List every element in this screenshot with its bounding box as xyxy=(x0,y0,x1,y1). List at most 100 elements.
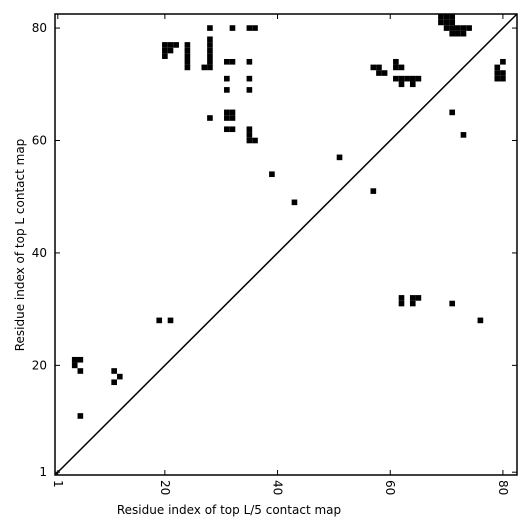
contact-cell xyxy=(449,25,456,31)
contact-cell xyxy=(224,109,230,116)
contact-cell xyxy=(404,75,410,82)
contact-cell xyxy=(207,53,213,59)
y-tick-label: 1 xyxy=(39,465,47,479)
contact-cell xyxy=(173,42,179,48)
contact-cell xyxy=(167,42,174,48)
contact-cell xyxy=(376,64,382,71)
contact-cell xyxy=(207,115,213,121)
contact-cell xyxy=(449,30,456,37)
contact-cell xyxy=(246,58,253,65)
contact-cell xyxy=(477,317,484,324)
y-tick-label: 80 xyxy=(32,21,47,35)
contact-cell xyxy=(162,53,168,59)
diagonal-line xyxy=(54,13,518,476)
contact-cell xyxy=(207,42,213,48)
contact-cell xyxy=(77,368,84,374)
contact-cell xyxy=(291,199,298,206)
contact-cell xyxy=(409,300,416,307)
contact-cell xyxy=(409,81,416,88)
contact-cell xyxy=(111,368,117,374)
contact-cell xyxy=(162,47,168,54)
contact-cell xyxy=(224,75,230,82)
contact-cell xyxy=(71,356,78,363)
contact-cell xyxy=(246,25,253,31)
contact-cell xyxy=(156,317,163,324)
contact-cell xyxy=(409,295,416,301)
contact-cell xyxy=(398,64,405,71)
contact-cell xyxy=(184,64,191,71)
contact-cell xyxy=(229,115,236,121)
contact-cell xyxy=(455,30,461,37)
contact-cell xyxy=(201,64,208,71)
contact-cell xyxy=(224,115,230,121)
y-tick-label: 40 xyxy=(32,246,47,260)
contact-cell xyxy=(207,36,213,43)
contact-cell xyxy=(184,42,191,48)
contact-cell xyxy=(500,58,506,65)
x-tick-label: 60 xyxy=(383,480,397,495)
contact-cell xyxy=(246,132,253,138)
contact-cell xyxy=(184,47,191,54)
y-axis-label: Residue index of top L contact map xyxy=(13,139,27,352)
contact-cell xyxy=(116,373,123,380)
x-tick-label: 40 xyxy=(271,480,285,495)
contact-cell xyxy=(246,126,253,133)
contact-cell xyxy=(460,30,467,37)
contact-cell xyxy=(494,64,501,71)
contact-cell xyxy=(409,75,416,82)
contact-cell xyxy=(393,58,399,65)
contact-cell xyxy=(224,87,230,93)
contact-cell xyxy=(393,64,399,71)
contact-cell xyxy=(494,70,501,76)
contact-cell xyxy=(494,75,501,82)
contact-cell xyxy=(466,25,472,31)
contact-cell xyxy=(370,64,377,71)
contact-cell xyxy=(229,25,236,31)
contact-cell xyxy=(207,47,213,54)
contact-cell xyxy=(167,317,174,324)
contact-cell xyxy=(376,70,382,76)
contact-cell xyxy=(207,58,213,65)
contact-cell xyxy=(500,70,506,76)
contact-cell xyxy=(415,295,422,301)
contact-cell xyxy=(370,188,377,194)
contact-cell xyxy=(500,75,506,82)
contact-cell xyxy=(398,75,405,82)
contact-cell xyxy=(449,14,456,20)
contact-cell xyxy=(246,87,253,93)
contact-cell xyxy=(229,109,236,116)
contact-cell xyxy=(207,64,213,71)
contact-cell xyxy=(162,42,168,48)
contact-cell xyxy=(455,25,461,31)
contact-cell xyxy=(460,132,467,138)
contact-cell xyxy=(393,75,399,82)
contact-cell xyxy=(77,413,84,419)
x-tick-label: 80 xyxy=(496,480,510,495)
contact-cell xyxy=(449,19,456,26)
x-tick-label: 1 xyxy=(51,480,65,488)
contact-cell xyxy=(336,154,343,161)
contact-cell xyxy=(246,75,253,82)
contact-cell xyxy=(443,14,450,20)
y-tick-label: 20 xyxy=(32,358,47,372)
contact-cell xyxy=(252,25,258,31)
contact-cell xyxy=(438,14,444,20)
plot-frame xyxy=(54,13,518,476)
contact-cell xyxy=(77,356,84,363)
contact-cell xyxy=(229,126,236,133)
contact-cell xyxy=(460,25,467,31)
contact-cell xyxy=(415,75,422,82)
contact-cell xyxy=(252,137,258,144)
x-tick-label: 20 xyxy=(158,480,172,495)
contact-cell xyxy=(398,81,405,88)
contact-cell xyxy=(438,19,444,26)
contact-cell xyxy=(269,171,275,178)
contact-cell xyxy=(224,58,230,65)
contact-cell xyxy=(381,70,388,76)
contact-cell xyxy=(224,126,230,133)
contact-cell xyxy=(184,58,191,65)
contact-cell xyxy=(443,19,450,26)
contact-cell xyxy=(111,379,117,386)
contact-cell xyxy=(246,137,253,144)
